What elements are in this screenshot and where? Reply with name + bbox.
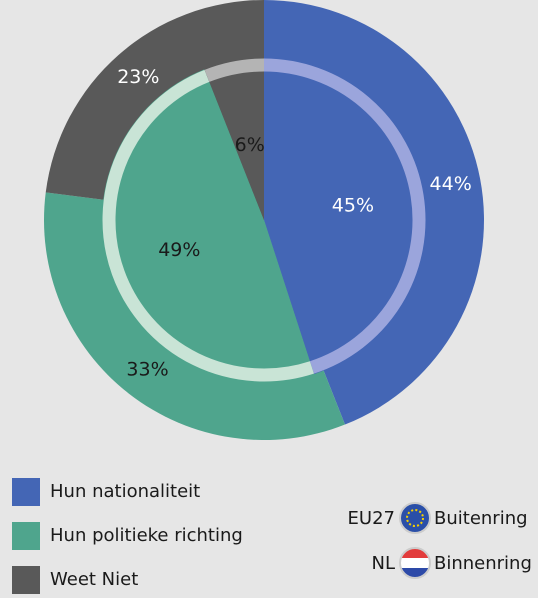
data-label: 45% [332,194,374,216]
slice [264,58,427,375]
eu-flag [399,502,431,534]
data-label: 44% [430,173,472,195]
legend-label: Weet Niet [50,569,138,590]
ring-arc [102,69,314,382]
data-label: 6% [235,134,265,156]
data-label: 23% [117,66,159,88]
legend-swatch [12,478,40,506]
data-label: 49% [158,239,200,261]
nl-flag [399,547,431,579]
ring-arc [263,58,426,374]
legend-swatch [12,566,40,594]
inner-ring-label: Binnenring [434,553,532,574]
slice [204,58,264,220]
inner-series-name: NL [372,553,396,574]
legend-label: Hun politieke richting [50,525,243,546]
outer-series-name: EU27 [348,508,395,529]
ring-arc [204,58,265,82]
legend-label: Hun nationaliteit [50,481,200,502]
data-label: 33% [126,359,168,381]
legend-swatch [12,522,40,550]
outer-ring-label: Buitenring [434,508,528,529]
slice [101,69,315,383]
